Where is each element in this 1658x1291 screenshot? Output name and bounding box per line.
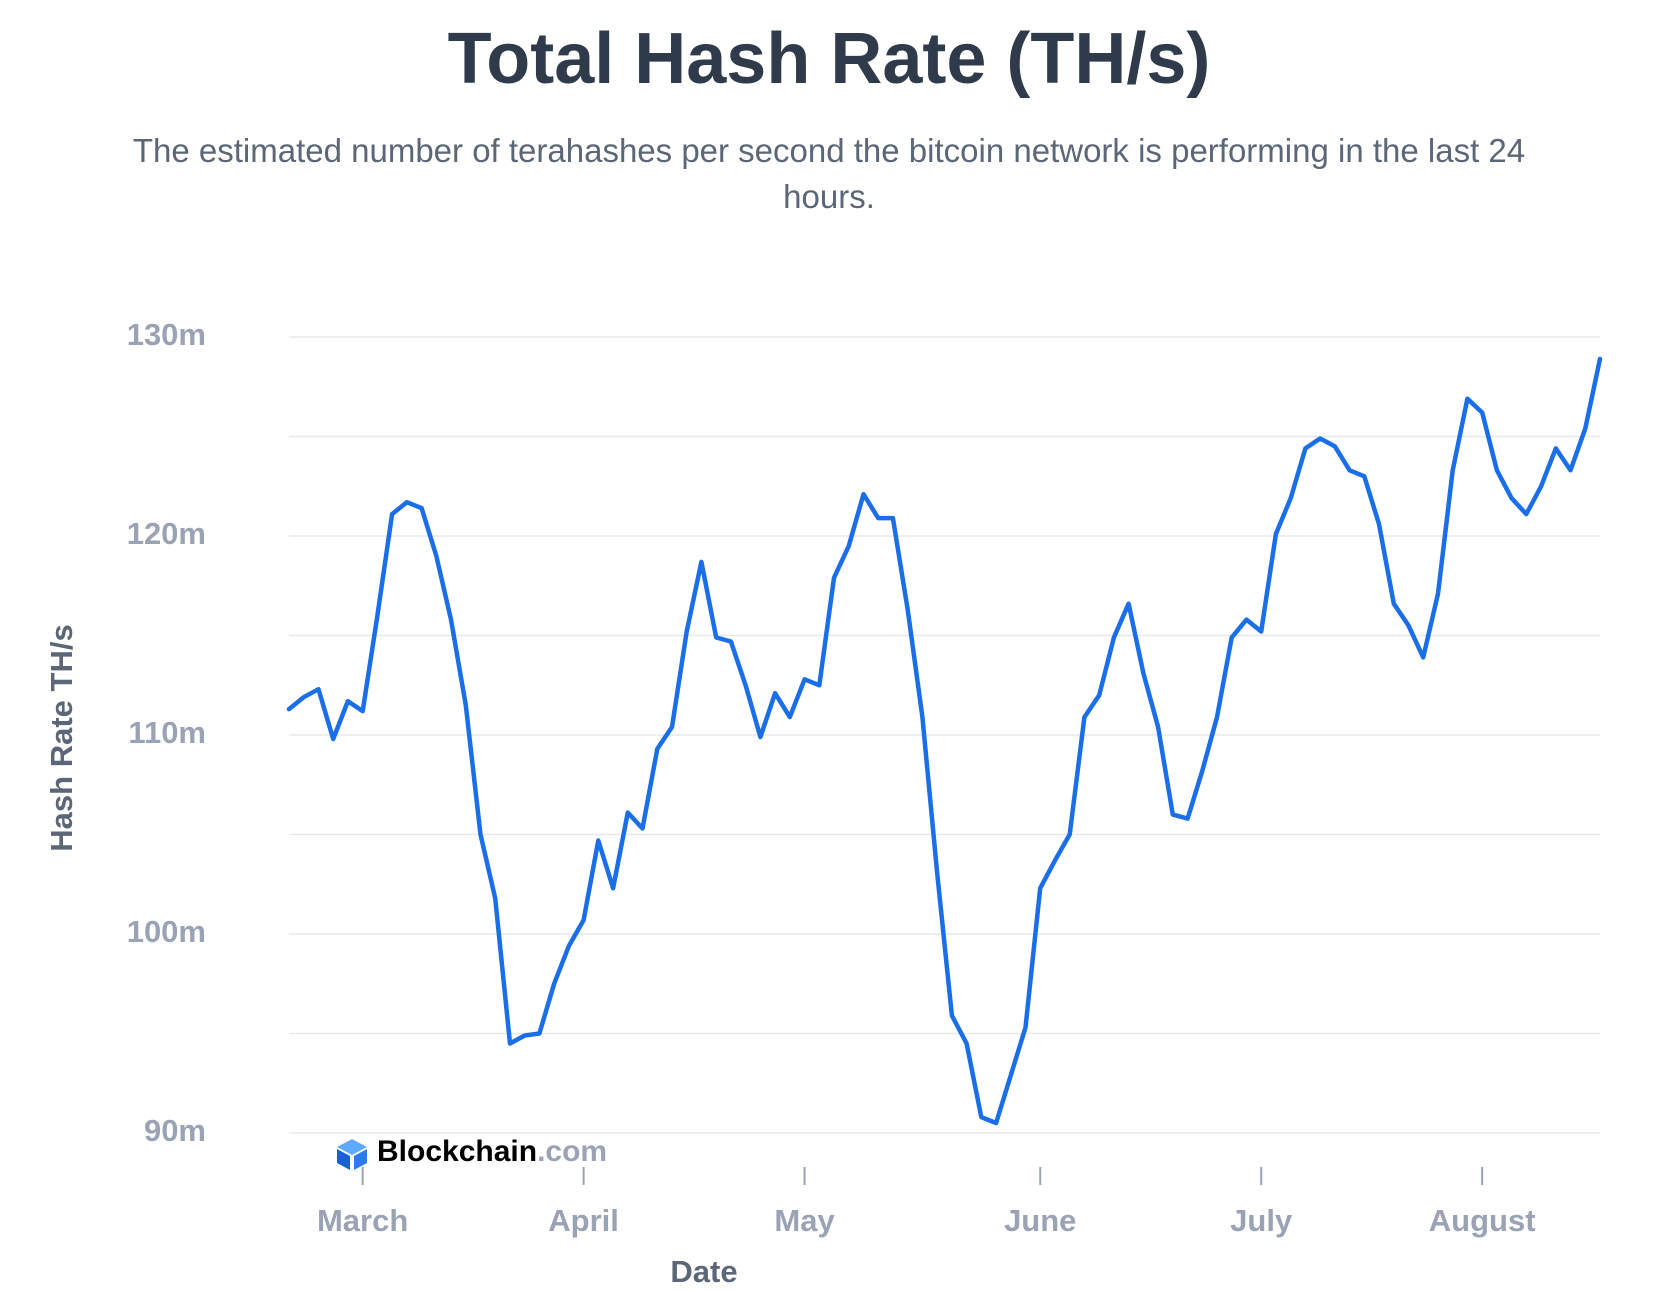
watermark-suffix: .com: [537, 1135, 607, 1168]
x-tick-label: June: [1004, 1203, 1076, 1238]
watermark-text: Blockchain.com: [377, 1135, 607, 1168]
logo-top: [337, 1139, 367, 1155]
y-axis-label: Hash Rate TH/s: [44, 624, 79, 851]
x-tick-label: July: [1230, 1203, 1293, 1238]
chart-title: Total Hash Rate (TH/s): [447, 19, 1211, 99]
y-tick-label: 90m: [144, 1113, 206, 1148]
data-line: [286, 356, 1603, 1126]
chart-subtitle: The estimated number of terahashes per s…: [132, 132, 1526, 215]
x-tick-label: August: [1429, 1203, 1536, 1238]
y-tick-label: 130m: [127, 317, 206, 352]
y-tick-label: 110m: [128, 715, 206, 750]
logo-left: [337, 1149, 350, 1170]
x-axis-label: Date: [670, 1254, 737, 1289]
y-tick-label: 120m: [127, 516, 206, 551]
watermark-brand: Blockchain: [377, 1135, 537, 1168]
y-tick-label: 100m: [127, 914, 206, 949]
logo-right: [354, 1149, 367, 1170]
watermark: Blockchain.com: [337, 1135, 607, 1170]
x-tick-label: March: [317, 1203, 408, 1238]
x-tick-label: May: [774, 1203, 835, 1238]
x-tick-label: April: [548, 1203, 619, 1238]
